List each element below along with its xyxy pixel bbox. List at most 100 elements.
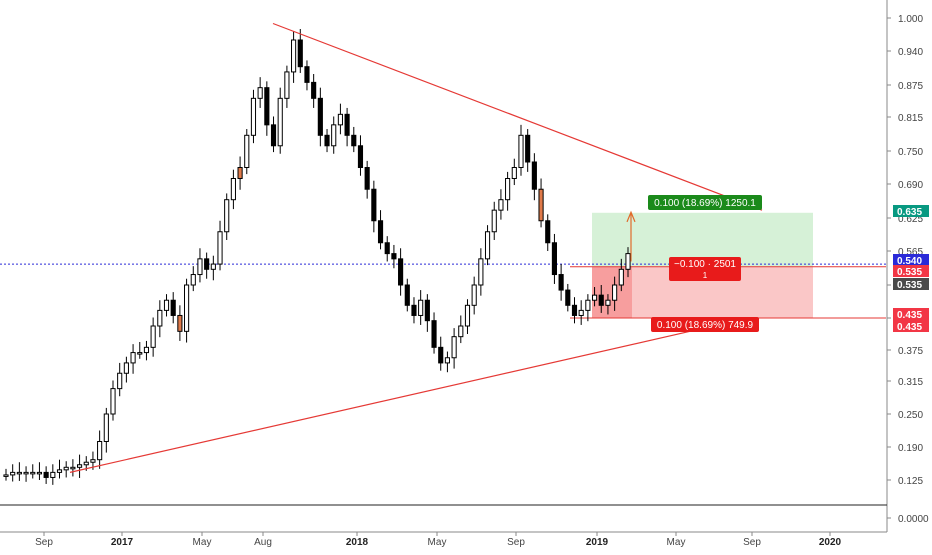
- price-badge: [893, 254, 929, 266]
- price-badge-label: 0.535: [897, 280, 922, 291]
- candle: [451, 336, 457, 359]
- candle: [357, 145, 364, 168]
- stop-label: 0.100 (18.69%) 749.9: [657, 320, 754, 331]
- candle: [163, 299, 170, 311]
- candle: [471, 284, 477, 306]
- candle: [525, 134, 531, 163]
- candle: [464, 304, 471, 327]
- price-badge-label: 0.435: [897, 322, 922, 333]
- x-tick-label: 2018: [346, 537, 369, 548]
- candle: [558, 274, 564, 291]
- candle: [197, 258, 203, 276]
- candle: [304, 66, 310, 83]
- y-tick-label: 0.940: [898, 47, 923, 58]
- candle: [331, 124, 337, 147]
- candle: [70, 466, 76, 470]
- candle: [391, 253, 397, 260]
- candle: [364, 167, 370, 190]
- candle: [237, 167, 243, 179]
- x-tick-label: May: [193, 537, 212, 548]
- candle: [277, 97, 283, 147]
- y-tick-label: 0.375: [898, 346, 923, 357]
- candle: [478, 258, 484, 286]
- x-tick-label: 2020: [819, 537, 842, 548]
- candle: [444, 357, 450, 364]
- candle: [591, 294, 598, 301]
- target-arrow-head: [626, 210, 636, 223]
- candle: [311, 81, 317, 99]
- candle: [76, 464, 83, 468]
- candle: [257, 87, 263, 99]
- candle: [43, 471, 49, 478]
- x-tick-label: Sep: [507, 537, 525, 548]
- candle: [250, 97, 257, 136]
- candle: [324, 134, 330, 147]
- candle: [458, 325, 464, 338]
- price-badge: [893, 308, 929, 320]
- candle: [511, 167, 517, 179]
- y-tick-label: 0.750: [898, 147, 923, 158]
- x-tick-label: 2019: [586, 537, 609, 548]
- candle: [30, 471, 36, 475]
- candle: [398, 258, 404, 286]
- price-badge: [893, 278, 929, 290]
- candle: [545, 220, 551, 244]
- candle: [10, 471, 16, 476]
- price-badge: [893, 320, 929, 332]
- candle: [16, 471, 22, 475]
- candle: [170, 299, 176, 316]
- candle: [97, 441, 103, 461]
- candle: [50, 471, 56, 478]
- y-tick-label: 0.625: [898, 214, 923, 225]
- price-badge: [893, 205, 929, 217]
- candle: [123, 362, 129, 374]
- candle: [230, 178, 236, 201]
- candle: [498, 199, 504, 211]
- candle: [571, 304, 578, 316]
- candle: [83, 461, 89, 466]
- loss-zone-filled-portion: [592, 266, 632, 318]
- candle: [344, 113, 350, 136]
- candle: [184, 284, 190, 332]
- candle: [424, 299, 430, 322]
- candle: [505, 178, 511, 201]
- candle: [224, 199, 230, 233]
- candle: [291, 39, 297, 73]
- candle: [518, 134, 524, 168]
- candle: [551, 242, 558, 276]
- candle: [150, 325, 156, 348]
- candle: [297, 39, 303, 68]
- candle: [598, 294, 604, 306]
- candle: [137, 352, 143, 355]
- candle: [130, 352, 136, 364]
- y-tick-label: 0.690: [898, 180, 923, 191]
- candle: [625, 253, 631, 270]
- candle: [585, 299, 591, 311]
- candle: [210, 263, 216, 270]
- y-tick-label: 0.250: [898, 410, 923, 421]
- candle: [618, 268, 624, 286]
- candle: [190, 274, 196, 286]
- y-tick-label: 0.815: [898, 113, 923, 124]
- candle: [371, 188, 377, 222]
- candle: [578, 309, 584, 316]
- candle: [411, 304, 417, 316]
- x-tick-label: Sep: [743, 537, 761, 548]
- candle: [284, 71, 290, 99]
- price-badge-label: 0.435: [897, 310, 922, 321]
- y-tick-label: 0.315: [898, 377, 923, 388]
- x-tick-label: May: [428, 537, 447, 548]
- candle: [110, 388, 116, 415]
- y-tick-label: 0.565: [898, 247, 923, 258]
- candle: [270, 124, 277, 147]
- candle: [404, 284, 410, 306]
- candle: [531, 161, 537, 190]
- upper-trendline: [272, 22, 763, 211]
- candle: [90, 459, 96, 463]
- lower-trendline: [69, 330, 691, 473]
- candle: [538, 188, 544, 222]
- candle: [484, 231, 491, 260]
- candle: [56, 469, 63, 473]
- target-label-box: [648, 195, 762, 210]
